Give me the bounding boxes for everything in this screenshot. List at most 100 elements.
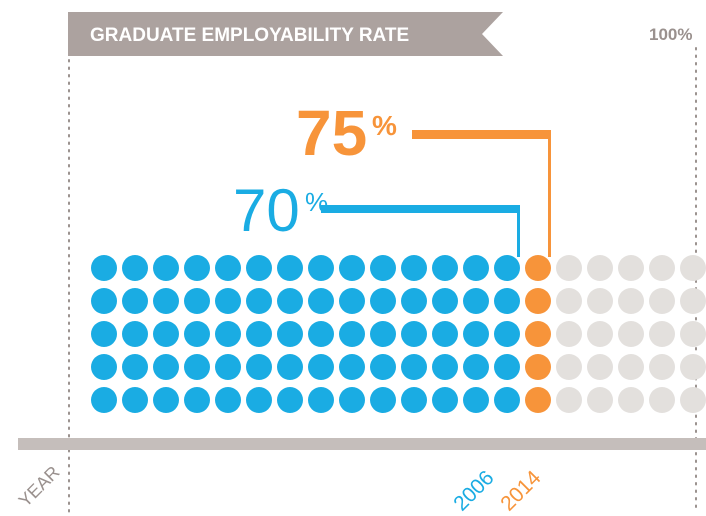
dot-2006 [153, 255, 179, 281]
dot-empty [649, 288, 675, 314]
dot-2006 [370, 354, 396, 380]
dot-2014 [525, 354, 551, 380]
dot-2006 [246, 288, 272, 314]
callouts: 70 %75% [233, 97, 551, 257]
dot-2006 [494, 321, 520, 347]
dot-2006 [91, 321, 117, 347]
dot-2006 [246, 255, 272, 281]
dot-2006 [494, 387, 520, 413]
dot-2006 [215, 288, 241, 314]
dot-2006 [401, 255, 427, 281]
dot-2006 [91, 354, 117, 380]
dot-2006 [494, 288, 520, 314]
dot-2014 [525, 387, 551, 413]
year-label-2014: 2014 [496, 466, 546, 516]
dot-2006 [122, 321, 148, 347]
dot-2006 [432, 387, 458, 413]
dot-empty [618, 255, 644, 281]
callout-2014-vertical [548, 130, 551, 257]
dot-2006 [463, 354, 489, 380]
dot-2006 [339, 321, 365, 347]
dot-2006 [339, 387, 365, 413]
dot-2006 [184, 321, 210, 347]
dot-2006 [184, 354, 210, 380]
dot-empty [618, 354, 644, 380]
dot-empty [587, 387, 613, 413]
dot-empty [618, 387, 644, 413]
dot-2006 [184, 255, 210, 281]
dot-2006 [432, 354, 458, 380]
dot-2006 [153, 354, 179, 380]
callout-2006-vertical [517, 205, 520, 257]
dot-empty [556, 387, 582, 413]
dot-empty [680, 387, 706, 413]
dot-2006 [339, 354, 365, 380]
baseline-axis [18, 438, 706, 450]
dot-2006 [91, 387, 117, 413]
dot-2006 [215, 321, 241, 347]
dot-2014 [525, 255, 551, 281]
chart-title: GRADUATE EMPLOYABILITY RATE [90, 25, 409, 46]
dot-empty [587, 321, 613, 347]
dot-2006 [308, 288, 334, 314]
dot-2006 [122, 387, 148, 413]
dot-2006 [308, 387, 334, 413]
dot-2006 [215, 354, 241, 380]
dot-2006 [277, 255, 303, 281]
dot-2014 [525, 288, 551, 314]
dot-2006 [339, 255, 365, 281]
dot-2006 [370, 387, 396, 413]
dot-2006 [91, 255, 117, 281]
dot-2006 [246, 387, 272, 413]
dot-2006 [122, 354, 148, 380]
dot-empty [587, 255, 613, 281]
dot-2006 [215, 255, 241, 281]
dot-2006 [277, 288, 303, 314]
dot-2006 [277, 321, 303, 347]
dot-2006 [401, 321, 427, 347]
dot-2006 [277, 354, 303, 380]
dot-empty [618, 288, 644, 314]
callout-2014-horizontal [412, 130, 551, 139]
dot-2006 [308, 255, 334, 281]
dot-empty [649, 255, 675, 281]
max-label: 100% [649, 25, 692, 44]
dot-2006 [215, 387, 241, 413]
dot-empty [680, 255, 706, 281]
dot-2006 [308, 354, 334, 380]
dot-2006 [339, 288, 365, 314]
dot-2006 [277, 387, 303, 413]
title-banner-shape [68, 12, 503, 56]
dot-2006 [153, 387, 179, 413]
dot-2006 [463, 387, 489, 413]
dot-2006 [370, 255, 396, 281]
dot-empty [680, 288, 706, 314]
title-banner: GRADUATE EMPLOYABILITY RATE [68, 12, 503, 56]
year-label-2006: 2006 [449, 466, 498, 515]
dot-2006 [184, 387, 210, 413]
dot-2006 [184, 288, 210, 314]
dot-2006 [401, 288, 427, 314]
dot-2014 [525, 321, 551, 347]
dot-2006 [432, 288, 458, 314]
dot-empty [556, 288, 582, 314]
dot-2006 [432, 255, 458, 281]
dot-2006 [401, 387, 427, 413]
dot-2006 [122, 288, 148, 314]
dot-empty [680, 354, 706, 380]
year-axis-label: YEAR [15, 462, 64, 511]
dot-empty [680, 321, 706, 347]
callout-2006-horizontal [321, 205, 520, 213]
dot-empty [649, 387, 675, 413]
dot-2006 [401, 354, 427, 380]
value-2006: 70 [233, 177, 300, 244]
dot-grid [91, 255, 706, 413]
dot-2006 [370, 321, 396, 347]
dot-2006 [153, 288, 179, 314]
dot-2006 [370, 288, 396, 314]
value-2014: 75 [296, 97, 367, 169]
percent-sign-2014: % [372, 110, 397, 141]
dot-empty [556, 354, 582, 380]
dot-2006 [494, 354, 520, 380]
